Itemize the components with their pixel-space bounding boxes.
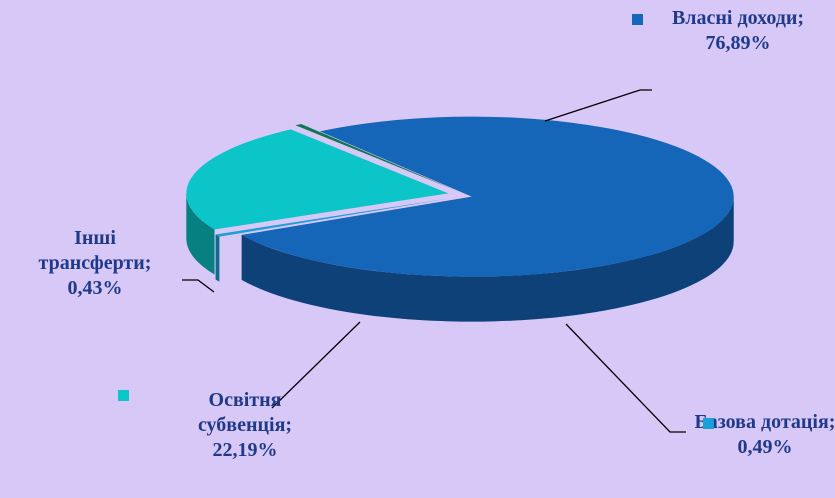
slice-side (215, 234, 220, 282)
pie (186, 116, 734, 322)
leader-line (565, 323, 686, 433)
leader-line (182, 279, 215, 293)
label-value: 76,89% (705, 32, 771, 54)
leader-lines (182, 89, 686, 433)
slice-side-shade (241, 196, 734, 322)
label-value: 22,19% (212, 439, 278, 461)
legend-marker (703, 418, 714, 429)
label-category: Власні доходи; (671, 7, 805, 29)
slice-side-shade (215, 234, 220, 282)
slice (215, 198, 450, 237)
data-label: Базова дотація; 0,49% (690, 410, 835, 460)
data-label: Освітня субвенція; 22,19% (170, 388, 320, 463)
label-category: Освітня субвенція; (197, 389, 293, 436)
leader-line (544, 89, 652, 122)
leader-line (271, 321, 361, 409)
label-category: Інші трансферти; (38, 227, 152, 274)
label-value: 0,49% (737, 436, 793, 458)
legend-marker (632, 14, 643, 25)
data-label: Власні доходи; 76,89% (663, 6, 813, 56)
slice-side-shade (186, 193, 215, 275)
label-category: Базова дотація; (694, 411, 835, 433)
slice (186, 129, 449, 230)
slice (241, 116, 734, 277)
label-value: 0,43% (67, 277, 123, 299)
slice-side (186, 193, 215, 275)
legend-marker (118, 390, 129, 401)
data-label: Інші трансферти; 0,43% (20, 226, 170, 301)
slice-side (241, 196, 734, 322)
slice (295, 123, 453, 190)
